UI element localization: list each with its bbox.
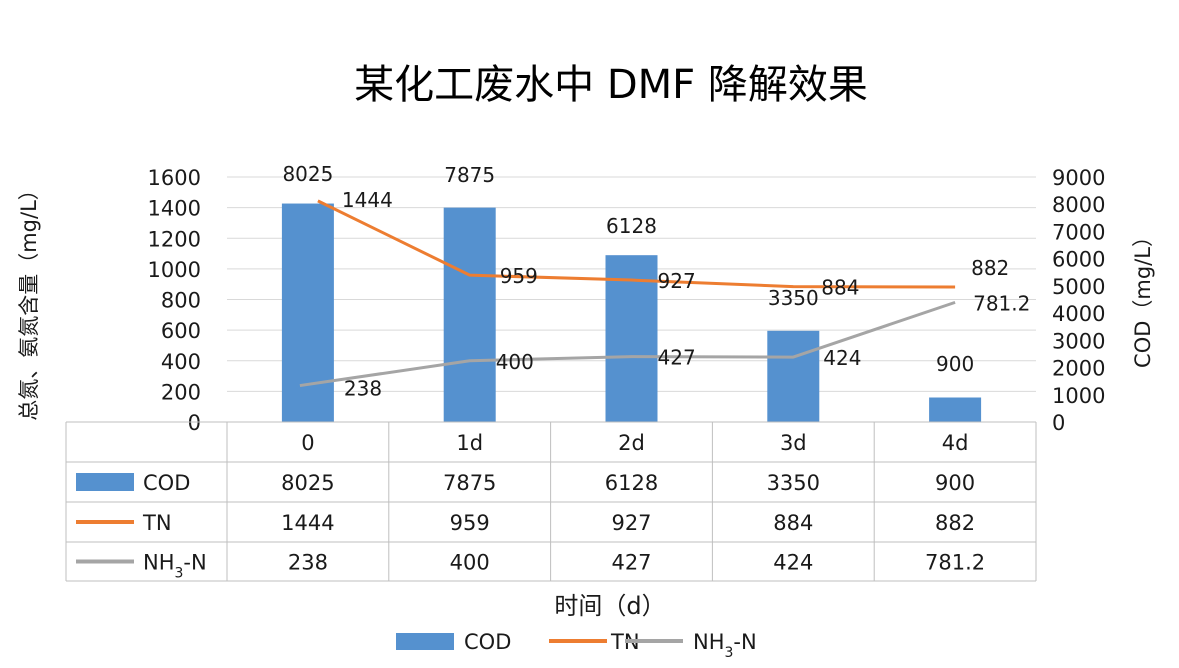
nh3-n-data-label: 400 [496,350,534,374]
y-left-tick-label: 0 [188,411,201,435]
y-right-tick-label: 7000 [1052,220,1105,244]
nh3-n-line [299,300,956,388]
series-lines [299,199,956,388]
cod-bar [605,255,658,422]
table-series-name: NH3-N [143,551,207,582]
y-right-tick-label: 2000 [1052,357,1105,381]
y-right-tick-label: 4000 [1052,302,1105,326]
y-right-tick-label: 8000 [1052,193,1105,217]
x-category-label: 2d [618,431,645,455]
y-right-tick-label: 9000 [1052,166,1105,190]
table-cell: 781.2 [925,551,985,575]
y-axis-right-title: COD（mg/L） [1131,226,1155,368]
y-left-tick-label: 600 [161,319,201,343]
axis-ticks: 0 200 400 600 800 1000 1200 1400 1600 0 1000 2000 30… [148,166,1106,435]
table-cell: 900 [935,471,975,495]
y-right-tick-label: 5000 [1052,275,1105,299]
table-cell: 8025 [281,471,334,495]
table-cell: 6128 [605,471,658,495]
tn-data-label: 1444 [342,188,393,212]
table-series-name: COD [143,471,190,495]
nh3-n-data-label: 238 [344,377,382,401]
y-right-tick-label: 0 [1052,411,1065,435]
table-cell: 3350 [767,471,820,495]
tn-data-label: 882 [971,256,1009,280]
legend-label: COD [464,630,511,654]
cod-data-label: 7875 [444,163,495,187]
y-left-tick-label: 400 [161,350,201,374]
legend-label: NH3-N [693,630,757,661]
x-category-label: 1d [456,431,483,455]
y-axis-left-title: 总氮、氨氮含量（mg/L） [17,179,41,421]
table-cell: 424 [773,551,813,575]
table-cell: 400 [450,551,490,575]
data-table: 0 1d 2d 3d 4d COD 8025 7875 6128 3350 900 TN 1444 959… [65,421,1037,582]
tn-line [317,199,956,289]
cod-bars [281,203,982,422]
x-category-label: 0 [301,431,314,455]
x-category-label: 3d [780,431,807,455]
cod-data-label: 3350 [768,286,819,310]
legend: CODTNNH3-N [396,630,757,661]
x-axis-title: 时间（d） [554,592,665,620]
nh3-n-data-label: 427 [658,346,696,370]
table-cell: 882 [935,511,975,535]
chart-title: 某化工废水中 DMF 降解效果 [354,62,868,108]
cod-bar [281,203,334,422]
y-left-tick-label: 1400 [148,197,201,221]
nh3-n-data-label: 424 [823,346,861,370]
x-category-label: 4d [942,431,969,455]
cod-data-label: 6128 [606,214,657,238]
table-cell: 1444 [281,511,334,535]
nh3-n-data-label: 781.2 [973,291,1030,315]
table-legend-key [76,473,134,491]
cod-data-label: 8025 [282,162,333,186]
legend-key-cod [396,633,454,650]
table-cell: 427 [611,551,651,575]
cod-data-label: 900 [936,352,974,376]
cod-bar [443,207,496,422]
y-right-tick-label: 6000 [1052,248,1105,272]
y-left-tick-label: 1200 [148,227,201,251]
table-cell: 927 [611,511,651,535]
table-cell: 959 [450,511,490,535]
y-left-tick-label: 1600 [148,166,201,190]
cod-bar [767,330,820,422]
y-left-tick-label: 1000 [148,258,201,282]
cod-bar [929,397,982,422]
table-cell: 7875 [443,471,496,495]
tn-data-label: 884 [821,276,859,300]
y-left-tick-label: 200 [161,380,201,404]
y-left-tick-label: 800 [161,289,201,313]
tn-data-label: 927 [658,269,696,293]
tn-data-label: 959 [500,264,538,288]
y-right-tick-label: 3000 [1052,329,1105,353]
table-cell: 884 [773,511,813,535]
y-right-tick-label: 1000 [1052,384,1105,408]
table-cell: 238 [288,551,328,575]
table-series-name: TN [142,511,172,535]
data-labels: 8025 7875 6128 3350 900 1444 959 927 884 882 238 40… [282,162,1030,401]
